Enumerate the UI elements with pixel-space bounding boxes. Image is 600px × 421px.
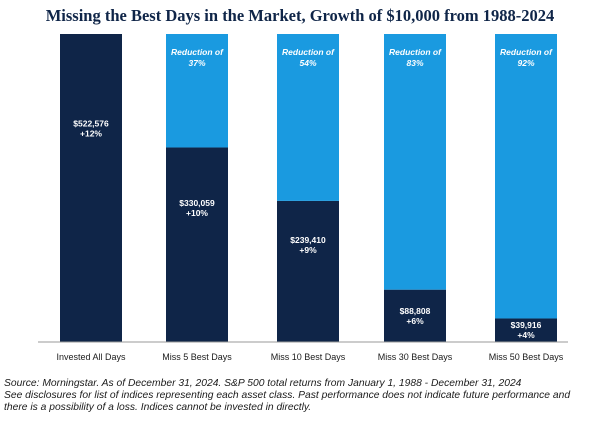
reduction-prefix-4: Reduction of — [500, 47, 553, 57]
bar-value-3 — [384, 289, 446, 342]
bar-value-1 — [166, 147, 228, 342]
category-label-0: Invested All Days — [56, 352, 126, 362]
source-footnote: Source: Morningstar. As of December 31, … — [4, 378, 596, 414]
chart-title: Missing the Best Days in the Market, Gro… — [45, 6, 555, 25]
value-label-1: $330,059 — [179, 198, 215, 208]
category-label-1: Miss 5 Best Days — [162, 352, 232, 362]
reduction-prefix-2: Reduction of — [282, 47, 335, 57]
reduction-label-3: 83% — [406, 58, 423, 68]
value-label-3: $88,808 — [400, 306, 431, 316]
value-label-4: $39,916 — [511, 320, 542, 330]
value-label-2: $239,410 — [290, 235, 326, 245]
category-label-2: Miss 10 Best Days — [271, 352, 346, 362]
bar-value-4 — [495, 318, 557, 342]
reduction-label-1: 37% — [188, 58, 205, 68]
return-label-4: +4% — [517, 330, 535, 340]
category-label-3: Miss 30 Best Days — [378, 352, 453, 362]
bar-reduction-4 — [495, 34, 557, 319]
return-label-0: +12% — [80, 128, 102, 138]
bar-value-0 — [60, 34, 122, 342]
source-line-2: See disclosures for list of indices repr… — [4, 390, 571, 401]
bar-chart: $522,576+12% Invested All Days $330,059+10… — [38, 34, 568, 362]
bar-reduction-2 — [277, 34, 339, 201]
reduction-label-2: 54% — [299, 58, 316, 68]
bars-group — [60, 34, 557, 342]
reduction-label-4: 92% — [517, 58, 534, 68]
reduction-prefix-1: Reduction of — [171, 47, 224, 57]
value-label-0: $522,576 — [73, 118, 109, 128]
labels-group: $522,576+12% Invested All Days $330,059+10… — [56, 47, 563, 362]
reduction-prefix-3: Reduction of — [389, 47, 442, 57]
source-line-1: Source: Morningstar. As of December 31, … — [4, 378, 522, 389]
bar-reduction-3 — [384, 34, 446, 290]
bar-value-2 — [277, 200, 339, 342]
bar-reduction-1 — [166, 34, 228, 148]
return-label-3: +6% — [406, 316, 424, 326]
return-label-2: +9% — [299, 245, 317, 255]
return-label-1: +10% — [186, 208, 208, 218]
source-line-3: there is a possibility of a loss. Indice… — [4, 402, 312, 413]
category-label-4: Miss 50 Best Days — [489, 352, 564, 362]
